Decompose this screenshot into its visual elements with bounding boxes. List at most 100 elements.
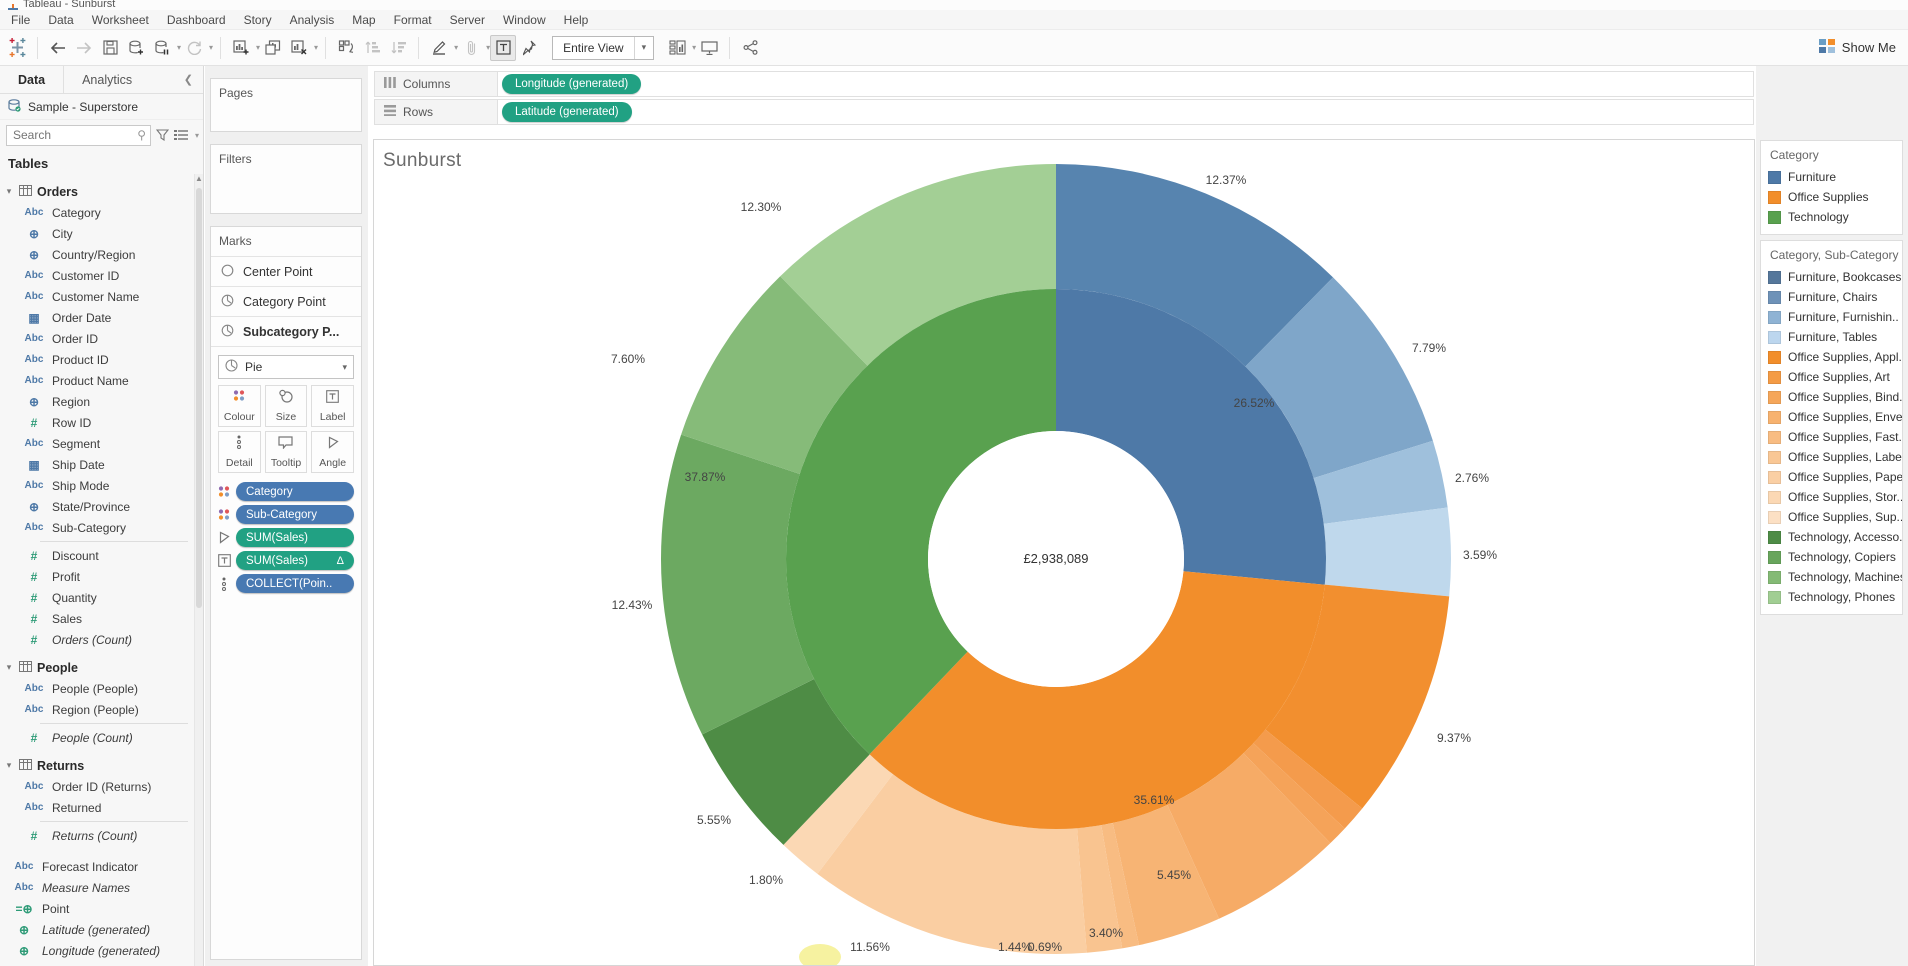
category-slice-0-furniture[interactable] (1056, 289, 1326, 585)
filters-card[interactable]: Filters (210, 144, 362, 214)
pin-icon[interactable] (516, 35, 542, 61)
show-me-button[interactable]: Show Me (1818, 38, 1896, 57)
menu-map[interactable]: Map (352, 12, 376, 27)
redo-icon[interactable] (71, 35, 97, 61)
legend-item-office-supplies-labe-[interactable]: Office Supplies, Labe.. (1761, 447, 1902, 467)
legend-item-technology[interactable]: Technology (1761, 207, 1902, 227)
field-state-province[interactable]: ⊕ State/Province (0, 496, 194, 517)
center-hole[interactable] (928, 431, 1184, 687)
field-region[interactable]: ⊕ Region (0, 391, 194, 412)
subcategory-slice-0[interactable] (1056, 164, 1334, 367)
save-icon[interactable] (97, 35, 123, 61)
field-people-count-[interactable]: # People (Count) (0, 727, 194, 748)
marks-button-detail[interactable]: Detail (218, 431, 261, 473)
menu-dashboard[interactable]: Dashboard (166, 12, 226, 27)
marks-pill-sum-sales-[interactable]: SUM(Sales) (236, 528, 354, 547)
legend-item-office-supplies-sup-[interactable]: Office Supplies, Sup.. (1761, 507, 1902, 527)
menu-analysis[interactable]: Analysis (289, 12, 335, 27)
clear-sheet-icon[interactable] (286, 35, 312, 61)
menu-story[interactable]: Story (243, 12, 272, 27)
field-number-of-records[interactable]: # Number of Records (0, 961, 194, 966)
marks-pill-collect-poin-[interactable]: COLLECT(Poin.. (236, 574, 354, 593)
field-point[interactable]: =⊕ Point (0, 898, 194, 919)
category-legend[interactable]: Category Furniture Office Supplies Technol… (1760, 140, 1903, 235)
subcategory-slice-10[interactable] (1077, 825, 1123, 953)
marks-pill-category[interactable]: Category (236, 482, 354, 501)
subcategory-slice-1[interactable] (1245, 277, 1433, 479)
legend-item-furniture-furnishin-[interactable]: Furniture, Furnishin.. (1761, 307, 1902, 327)
subcategory-slice-2[interactable] (1313, 440, 1448, 524)
subcategory-slice-7[interactable] (1167, 753, 1331, 919)
rows-shelf[interactable]: Rows Latitude (generated) (374, 99, 1754, 125)
paperclip-icon-caret[interactable]: ▾ (486, 43, 491, 52)
subcategory-slice-12[interactable] (783, 754, 893, 874)
new-worksheet-icon[interactable] (228, 35, 254, 61)
marks-pill-sum-sales-[interactable]: SUM(Sales) Δ (236, 551, 354, 570)
columns-shelf[interactable]: Columns Longitude (generated) (374, 71, 1754, 97)
field-orders-count-[interactable]: # Orders (Count) (0, 629, 194, 650)
legend-item-office-supplies-paper[interactable]: Office Supplies, Paper (1761, 467, 1902, 487)
tab-data[interactable]: Data (0, 66, 65, 93)
legend-item-furniture-bookcases[interactable]: Furniture, Bookcases (1761, 267, 1902, 287)
highlight-icon-caret[interactable]: ▾ (454, 43, 459, 52)
highlight-mark[interactable] (799, 944, 841, 965)
subcategory-slice-15[interactable] (681, 276, 868, 474)
data-pane-scrollbar[interactable]: ▲ (194, 174, 203, 966)
table-group-orders[interactable]: ▾ Orders (0, 181, 194, 202)
field-row-id[interactable]: # Row ID (0, 412, 194, 433)
subcategory-slice-3[interactable] (1323, 507, 1451, 597)
scroll-up-icon[interactable]: ▲ (195, 174, 203, 183)
marks-button-size[interactable]: Size (264, 385, 308, 427)
share-icon[interactable] (737, 35, 763, 61)
field-product-name[interactable]: Abc Product Name (0, 370, 194, 391)
field-longitude-generated-[interactable]: ⊕ Longitude (generated) (0, 940, 194, 961)
field-measure-names[interactable]: Abc Measure Names (0, 877, 194, 898)
field-latitude-generated-[interactable]: ⊕ Latitude (generated) (0, 919, 194, 940)
field-region-people-[interactable]: Abc Region (People) (0, 699, 194, 720)
field-country-region[interactable]: ⊕ Country/Region (0, 244, 194, 265)
presentation-mode-icon[interactable] (696, 35, 722, 61)
field-forecast-indicator[interactable]: Abc Forecast Indicator (0, 856, 194, 877)
legend-item-office-supplies-art[interactable]: Office Supplies, Art (1761, 367, 1902, 387)
field-quantity[interactable]: # Quantity (0, 587, 194, 608)
field-product-id[interactable]: Abc Product ID (0, 349, 194, 370)
refresh-icon-caret[interactable]: ▾ (209, 43, 214, 52)
subcategory-slice-6[interactable] (1243, 743, 1345, 844)
collapse-chevron-icon[interactable]: ▾ (6, 662, 12, 672)
table-group-returns[interactable]: ▾ Returns (0, 755, 194, 776)
paperclip-icon[interactable] (458, 35, 484, 61)
marks-pill-sub-category[interactable]: Sub-Category (236, 505, 354, 524)
show-hide-cards-icon-caret[interactable]: ▾ (692, 43, 697, 52)
field-customer-id[interactable]: Abc Customer ID (0, 265, 194, 286)
menu-format[interactable]: Format (393, 12, 432, 27)
new-data-source-icon[interactable] (123, 35, 149, 61)
menu-file[interactable]: File (11, 12, 31, 27)
view-options-caret[interactable]: ▾ (194, 130, 199, 140)
duplicate-sheet-icon[interactable] (260, 35, 286, 61)
category-slice-1-office-supplies[interactable] (869, 571, 1325, 829)
legend-item-technology-machines[interactable]: Technology, Machines (1761, 567, 1902, 587)
sunburst-chart[interactable]: 12.37% 7.79% 2.76% 3.59% 9.37% 5.45% 3.40% 0.69… (374, 140, 1754, 965)
marks-button-tooltip[interactable]: Tooltip (264, 431, 308, 473)
tab-analytics[interactable]: Analytics (82, 72, 133, 87)
menu-window[interactable]: Window (502, 12, 546, 27)
legend-item-furniture-chairs[interactable]: Furniture, Chairs (1761, 287, 1902, 307)
field-returned[interactable]: Abc Returned (0, 797, 194, 818)
view-options-icon[interactable] (173, 129, 188, 141)
menu-help[interactable]: Help (563, 12, 589, 27)
legend-item-furniture[interactable]: Furniture (1761, 167, 1902, 187)
legend-item-office-supplies-appl-[interactable]: Office Supplies, Appl.. (1761, 347, 1902, 367)
subcategory-slice-16[interactable] (780, 164, 1056, 366)
swap-rows-columns-icon[interactable] (333, 35, 359, 61)
marks-button-colour[interactable]: Colour (218, 385, 261, 427)
subcategory-slice-13[interactable] (702, 679, 870, 845)
legend-item-technology-copiers[interactable]: Technology, Copiers (1761, 547, 1902, 567)
marks-layer-category-point[interactable]: Category Point (211, 287, 361, 317)
field-order-id[interactable]: Abc Order ID (0, 328, 194, 349)
table-group-people[interactable]: ▾ People (0, 657, 194, 678)
marks-layer-subcategory-p-[interactable]: Subcategory P... (211, 317, 361, 347)
columns-pill[interactable]: Longitude (generated) (502, 74, 642, 94)
subcategory-legend[interactable]: Category, Sub-Category Furniture, Bookca… (1760, 240, 1903, 615)
menu-data[interactable]: Data (48, 12, 74, 27)
field-discount[interactable]: # Discount (0, 545, 194, 566)
